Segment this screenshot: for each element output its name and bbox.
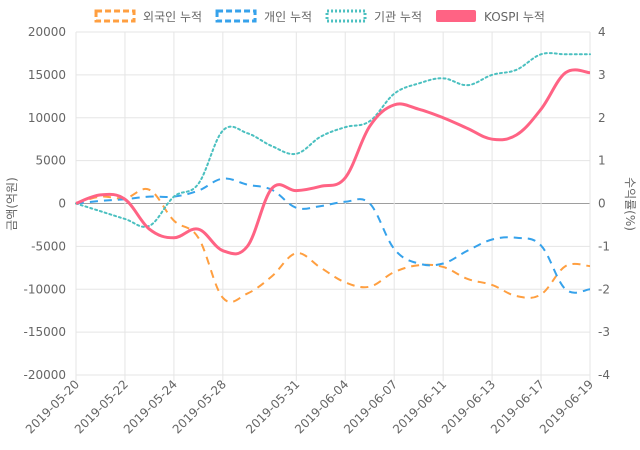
left-y-tick-label: -10000 [23,282,66,296]
legend-item-series-개인-누적[interactable]: 개인 누적 [215,9,312,24]
left-y-tick-label: -20000 [23,368,66,382]
right-axis-title: 수익률(%) [623,177,637,231]
legend-swatch [436,10,477,22]
right-y-tick-label: -3 [598,325,610,339]
legend-swatch [325,9,367,23]
legend-item-series-KOSPI-누적[interactable]: KOSPI 누적 [436,10,545,24]
right-y-tick-label: 2 [598,111,606,125]
legend-label: 기관 누적 [374,10,422,24]
series-개인-누적-line [75,177,591,294]
right-y-tick-label: -1 [598,239,610,253]
legend-swatch [94,9,136,23]
right-y-tick-label: 3 [598,68,606,82]
series-기관-누적-line [75,52,591,228]
right-y-tick-label: 1 [598,154,606,168]
legend-item-series-외국인-누적[interactable]: 외국인 누적 [94,9,202,24]
legend-item-series-기관-누적[interactable]: 기관 누적 [325,9,422,24]
right-y-tick-label: 0 [598,197,606,211]
legend: 외국인 누적 개인 누적 기관 누적 KOSPI 누적 [94,9,545,24]
left-y-tick-label: 0 [58,197,66,211]
series-외국인-누적-line [75,187,591,303]
right-y-tick-label: -4 [598,368,610,382]
right-y-tick-label: 4 [598,25,606,39]
left-y-tick-label: 10000 [28,111,66,125]
left-axis-title: 금액(억원) [5,177,19,231]
legend-label: 외국인 누적 [143,10,202,24]
left-y-tick-label: 15000 [28,68,66,82]
x-axis-ticks: 2019-05-202019-05-222019-05-242019-05-28… [23,377,596,436]
series-lines [75,52,591,303]
series-KOSPI-누적-line [75,68,591,256]
grid-lines [75,31,591,381]
left-y-tick-label: -15000 [23,325,66,339]
right-y-tick-label: -2 [598,282,610,296]
left-y-tick-label: -5000 [31,239,66,253]
left-y-tick-label: 5000 [35,154,66,168]
left-y-tick-label: 20000 [28,25,66,39]
legend-label: 개인 누적 [264,10,312,24]
legend-swatch [215,9,257,23]
legend-label: KOSPI 누적 [484,10,545,24]
right-y-axis-ticks: 4 3 2 1 0 -1 -2 -3 -4 [598,25,610,382]
left-y-axis-ticks: 20000 15000 10000 5000 0 -5000 -10000 -15000 -20… [23,25,66,382]
